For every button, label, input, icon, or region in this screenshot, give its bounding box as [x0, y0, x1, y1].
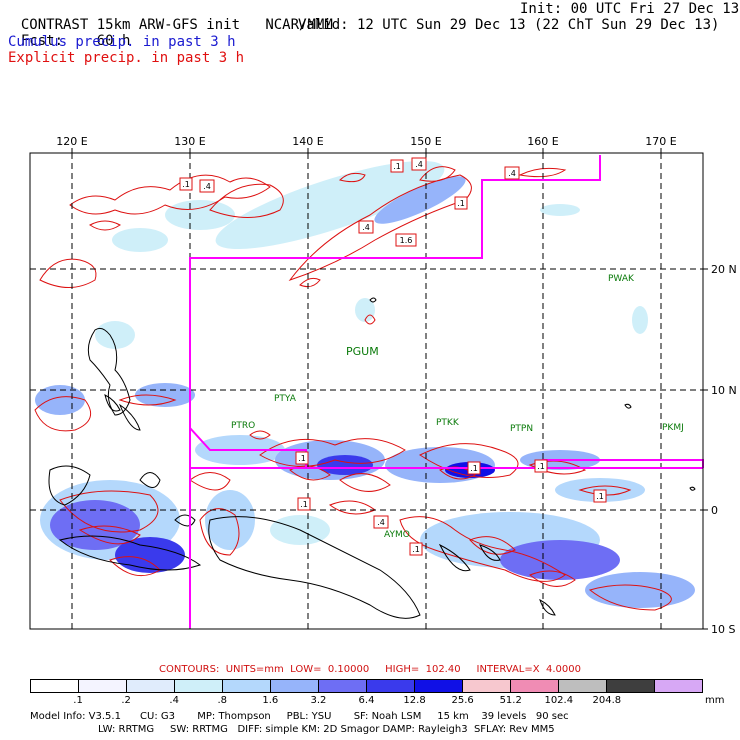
lon-label-130: 130 E [174, 135, 205, 148]
contour-label-box: .1 [409, 542, 423, 556]
contour-label-box: .1 [534, 459, 548, 473]
lat-label-20n: 20 N [711, 263, 737, 276]
contour-label-box: .4 [358, 220, 374, 234]
graticule [30, 153, 703, 629]
colorbar-cell [655, 680, 702, 692]
colorbar-label: 204.8 [592, 695, 622, 706]
contour-label-box: .1 [295, 451, 309, 465]
contour-label-box: .1 [297, 497, 311, 511]
colorbar-cell [271, 680, 319, 692]
contour-label-box: .1 [454, 196, 468, 210]
colorbar-units: mm [705, 695, 725, 706]
colorbar-label: 6.4 [358, 695, 375, 706]
colorbar-cell [559, 680, 607, 692]
lat-label-0: 0 [711, 504, 718, 517]
colorbar-label: .4 [169, 695, 179, 706]
lon-label-170: 170 E [645, 135, 676, 148]
colorbar-cell [367, 680, 415, 692]
colorbar-label: 12.8 [403, 695, 426, 706]
model-info-line2: LW: RRTMG SW: RRTMG DIFF: simple KM: 2D … [98, 724, 555, 735]
contour-label-box: .4 [199, 179, 215, 193]
svg-text:.4: .4 [508, 169, 516, 178]
nest-domain-boundary-outline [189, 155, 704, 628]
cumulus-shading [35, 160, 695, 608]
station-pkmj: PKMJ [662, 423, 684, 433]
colorbar-label: 3.2 [310, 695, 327, 706]
contour-label-boxes: .1 .4 .1 .4 .4 .1 .4 1.6 .1 .1 .1 .4 .1 … [179, 157, 607, 556]
precip-colorbar [30, 679, 703, 693]
svg-text:.4: .4 [203, 182, 211, 191]
contour-label-box: .4 [411, 157, 427, 171]
contour-label-box: .1 [179, 177, 193, 191]
colorbar-label: 102.4 [544, 695, 574, 706]
valid-time: Valid: 12 UTC Sun 29 Dec 13 (22 ChT Sun … [298, 17, 720, 33]
colorbar-cell [463, 680, 511, 692]
colorbar-label: 51.2 [499, 695, 522, 706]
coastlines [48, 297, 696, 619]
svg-text:.1: .1 [412, 545, 420, 554]
colorbar-cell [31, 680, 79, 692]
plot-title: CONTRAST 15km ARW-GFS init NCAR/MMM [20, 17, 333, 33]
colorbar-cell [415, 680, 463, 692]
svg-text:.1: .1 [393, 162, 401, 171]
colorbar-label: .8 [217, 695, 228, 706]
station-ptya: PTYA [274, 394, 297, 404]
svg-text:.4: .4 [377, 518, 385, 527]
svg-text:.1: .1 [596, 492, 604, 501]
svg-text:.1: .1 [182, 180, 190, 189]
frame-ticks [71, 148, 708, 630]
colorbar-cell [175, 680, 223, 692]
lon-label-120: 120 E [56, 135, 87, 148]
station-pgum: PGUM [346, 345, 379, 358]
lon-label-160: 160 E [527, 135, 558, 148]
contour-label-box: 1.6 [395, 233, 417, 247]
model-info-line1: Model Info: V3.5.1 CU: G3 MP: Thompson P… [30, 711, 569, 722]
svg-text:1.6: 1.6 [400, 236, 413, 245]
contour-label-box: .4 [504, 166, 520, 180]
station-ptpn: PTPN [510, 424, 533, 434]
svg-text:.4: .4 [415, 160, 423, 169]
contour-label-box: .4 [373, 515, 389, 529]
map-frame [29, 152, 704, 630]
colorbar-cell [607, 680, 655, 692]
colorbar-cell [511, 680, 559, 692]
forecast-hour: Fcst: 60 h [20, 33, 131, 49]
precip-fields [34, 160, 696, 619]
colorbar-label: .1 [73, 695, 83, 706]
svg-text:.1: .1 [537, 462, 545, 471]
colorbar-label: 1.6 [262, 695, 279, 706]
colorbar-label: .2 [121, 695, 131, 706]
station-ptkk: PTKK [436, 418, 460, 428]
lon-label-150: 150 E [410, 135, 441, 148]
contour-label-box: .1 [593, 489, 607, 503]
station-pwak: PWAK [608, 274, 635, 284]
lon-label-140: 140 E [292, 135, 323, 148]
svg-text:.4: .4 [362, 223, 370, 232]
contour-label-box: .1 [390, 159, 404, 173]
explicit-legend: Explicit precip. in past 3 h [8, 50, 245, 66]
colorbar-cell [223, 680, 271, 692]
contour-info: CONTOURS: UNITS=mm LOW= 0.10000 HIGH= 10… [159, 664, 581, 675]
colorbar-label: 25.6 [451, 695, 474, 706]
lat-label-10s: 10 S [711, 623, 735, 636]
colorbar-cell [319, 680, 367, 692]
cumulus-legend: Cumulus precip. in past 3 h [8, 34, 236, 50]
colorbar-cell [127, 680, 175, 692]
colorbar-labels: .1 .2 .4 .8 1.6 3.2 6.4 12.8 25.6 51.2 102.4 204.8 [0, 695, 740, 707]
lat-label-10n: 10 N [711, 384, 737, 397]
init-time: Init: 00 UTC Fri 27 Dec 13 [520, 1, 740, 17]
colorbar-cell [79, 680, 127, 692]
svg-text:.1: .1 [300, 500, 308, 509]
svg-text:.1: .1 [470, 464, 478, 473]
contour-label-box: .1 [467, 461, 481, 475]
svg-text:.1: .1 [457, 199, 465, 208]
station-ptro: PTRO [231, 421, 255, 431]
svg-text:.1: .1 [298, 454, 306, 463]
station-aymo: AYMO [384, 530, 410, 540]
